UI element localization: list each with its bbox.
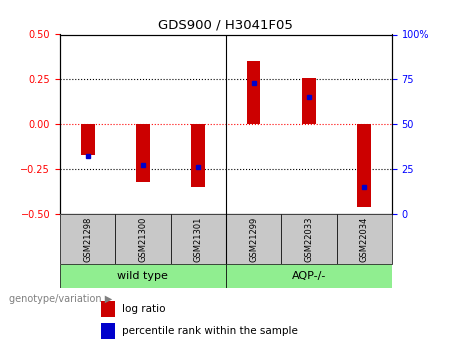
Bar: [101, 323, 115, 339]
Bar: [357, 124, 371, 207]
Bar: [115, 214, 171, 264]
Text: AQP-/-: AQP-/-: [292, 271, 326, 281]
Bar: [81, 124, 95, 155]
Bar: [247, 61, 260, 124]
Title: GDS900 / H3041F05: GDS900 / H3041F05: [159, 19, 293, 32]
Text: GSM22034: GSM22034: [360, 216, 369, 262]
Bar: [136, 124, 150, 181]
Bar: [60, 214, 115, 264]
Bar: [101, 301, 115, 317]
Text: GSM22033: GSM22033: [304, 216, 313, 262]
Bar: [191, 124, 205, 187]
Bar: [302, 78, 316, 124]
Text: GSM21301: GSM21301: [194, 216, 203, 262]
Bar: [281, 214, 337, 264]
Text: GSM21299: GSM21299: [249, 216, 258, 262]
Bar: [226, 214, 281, 264]
Text: wild type: wild type: [118, 271, 168, 281]
Text: genotype/variation ▶: genotype/variation ▶: [9, 294, 112, 304]
Bar: [226, 264, 392, 288]
Text: percentile rank within the sample: percentile rank within the sample: [122, 326, 298, 336]
Bar: [337, 214, 392, 264]
Text: log ratio: log ratio: [122, 304, 165, 314]
Bar: [171, 214, 226, 264]
Text: GSM21300: GSM21300: [138, 216, 148, 262]
Text: GSM21298: GSM21298: [83, 216, 92, 262]
Bar: [60, 264, 226, 288]
